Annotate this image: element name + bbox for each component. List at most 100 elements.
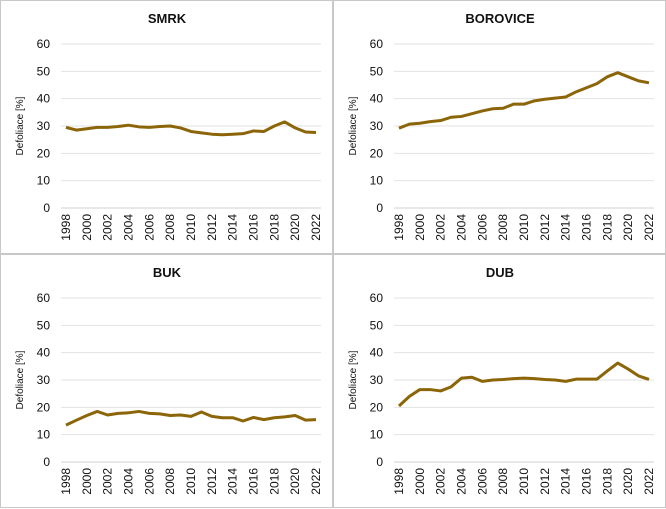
y-tick-label: 40 (370, 346, 384, 360)
x-tick-label: 2000 (80, 214, 94, 241)
x-tick-label: 2014 (226, 468, 240, 495)
y-tick-label: 0 (43, 455, 50, 469)
series-line-smrk (66, 122, 316, 135)
x-tick-label: 2004 (455, 214, 469, 241)
y-tick-label: 50 (370, 64, 384, 78)
x-tick-label: 2000 (413, 468, 427, 495)
x-tick-label: 2010 (517, 214, 531, 241)
chart-svg: BUK 0 10 20 30 40 50 60 Defoliace [%] 1998 2000 200… (1, 255, 334, 509)
x-tick-label: 1998 (392, 214, 406, 241)
x-tick-label: 2014 (559, 468, 573, 495)
x-tick-label: 1998 (392, 468, 406, 495)
x-tick-label: 2016 (580, 468, 594, 495)
y-tick-label: 20 (37, 400, 51, 414)
x-tick-label: 2008 (163, 468, 177, 495)
x-tick-label: 2018 (600, 468, 614, 495)
y-tick-label: 50 (37, 64, 51, 78)
y-tick-label: 20 (370, 146, 384, 160)
x-tick-label: 2018 (600, 214, 614, 241)
x-tick-label: 2014 (226, 214, 240, 241)
y-tick-label: 40 (37, 346, 51, 360)
x-tick-label: 2008 (163, 214, 177, 241)
x-tick-label: 2012 (205, 468, 219, 495)
x-tick-label: 2016 (247, 214, 261, 241)
chart-panel-borovice: BOROVICE 0 10 20 30 40 50 60 Defoliace [%] 1998 20… (333, 0, 666, 254)
x-tick-label: 2016 (580, 214, 594, 241)
chart-title: BUK (153, 265, 182, 280)
chart-title: DUB (486, 265, 514, 280)
chart-svg: BOROVICE 0 10 20 30 40 50 60 Defoliace [%] 1998 20… (334, 1, 666, 255)
y-tick-label: 60 (370, 291, 384, 305)
x-tick-label: 2020 (288, 468, 302, 495)
x-tick-label: 2014 (559, 214, 573, 241)
x-tick-label: 2022 (309, 468, 323, 495)
y-axis-label: Defoliace [%] (15, 96, 26, 155)
x-tick-label: 2006 (475, 468, 489, 495)
x-tick-label: 1998 (59, 468, 73, 495)
y-tick-label: 20 (37, 146, 51, 160)
y-axis-label: Defoliace [%] (348, 96, 359, 155)
y-tick-label: 40 (37, 92, 51, 106)
x-tick-label: 2010 (184, 214, 198, 241)
series-line-dub (399, 363, 649, 406)
x-tick-label: 2004 (455, 468, 469, 495)
x-tick-label: 2010 (184, 468, 198, 495)
x-tick-label: 2016 (247, 468, 261, 495)
x-tick-label: 2006 (142, 214, 156, 241)
series-line-borovice (399, 73, 649, 128)
x-tick-label: 2002 (434, 468, 448, 495)
x-tick-label: 2000 (80, 468, 94, 495)
y-tick-label: 50 (37, 318, 51, 332)
y-tick-label: 60 (37, 37, 51, 51)
x-tick-label: 2000 (413, 214, 427, 241)
y-tick-label: 10 (370, 174, 384, 188)
series-line-buk (66, 411, 316, 425)
y-tick-label: 10 (37, 428, 51, 442)
y-tick-label: 20 (370, 400, 384, 414)
y-tick-label: 0 (43, 201, 50, 215)
y-tick-label: 60 (37, 291, 51, 305)
x-tick-label: 2006 (142, 468, 156, 495)
x-tick-label: 2008 (496, 468, 510, 495)
x-tick-label: 2022 (642, 214, 656, 241)
y-tick-label: 10 (370, 428, 384, 442)
chart-svg: DUB 0 10 20 30 40 50 60 Defoliace [%] 1998 2000 200… (334, 255, 666, 509)
x-tick-label: 2012 (538, 214, 552, 241)
x-tick-label: 2020 (621, 214, 635, 241)
chart-panel-dub: DUB 0 10 20 30 40 50 60 Defoliace [%] 1998 2000 200… (333, 254, 666, 508)
x-tick-label: 2004 (122, 468, 136, 495)
y-tick-label: 30 (37, 119, 51, 133)
x-tick-label: 1998 (59, 214, 73, 241)
y-tick-label: 30 (370, 373, 384, 387)
chart-panel-smrk: SMRK 0 10 20 30 40 50 60 Defoliace [%] 1998 2000 20… (0, 0, 333, 254)
x-tick-label: 2022 (642, 468, 656, 495)
y-axis-label: Defoliace [%] (348, 350, 359, 409)
chart-panel-buk: BUK 0 10 20 30 40 50 60 Defoliace [%] 1998 2000 200… (0, 254, 333, 508)
x-tick-label: 2012 (538, 468, 552, 495)
chart-title: SMRK (148, 11, 187, 26)
y-tick-label: 30 (370, 119, 384, 133)
y-tick-label: 30 (37, 373, 51, 387)
y-tick-label: 0 (376, 455, 383, 469)
x-tick-label: 2020 (621, 468, 635, 495)
x-tick-label: 2018 (267, 214, 281, 241)
x-tick-label: 2002 (434, 214, 448, 241)
chart-svg: SMRK 0 10 20 30 40 50 60 Defoliace [%] 1998 2000 20… (1, 1, 334, 255)
x-tick-label: 2012 (205, 214, 219, 241)
y-tick-label: 10 (37, 174, 51, 188)
y-axis-label: Defoliace [%] (15, 350, 26, 409)
x-tick-label: 2002 (101, 214, 115, 241)
y-tick-label: 60 (370, 37, 384, 51)
y-tick-label: 40 (370, 92, 384, 106)
x-tick-label: 2020 (288, 214, 302, 241)
x-tick-label: 2010 (517, 468, 531, 495)
y-tick-label: 50 (370, 318, 384, 332)
chart-title: BOROVICE (465, 11, 535, 26)
x-tick-label: 2006 (475, 214, 489, 241)
x-tick-label: 2022 (309, 214, 323, 241)
x-tick-label: 2008 (496, 214, 510, 241)
y-tick-label: 0 (376, 201, 383, 215)
x-tick-label: 2004 (122, 214, 136, 241)
x-tick-label: 2002 (101, 468, 115, 495)
